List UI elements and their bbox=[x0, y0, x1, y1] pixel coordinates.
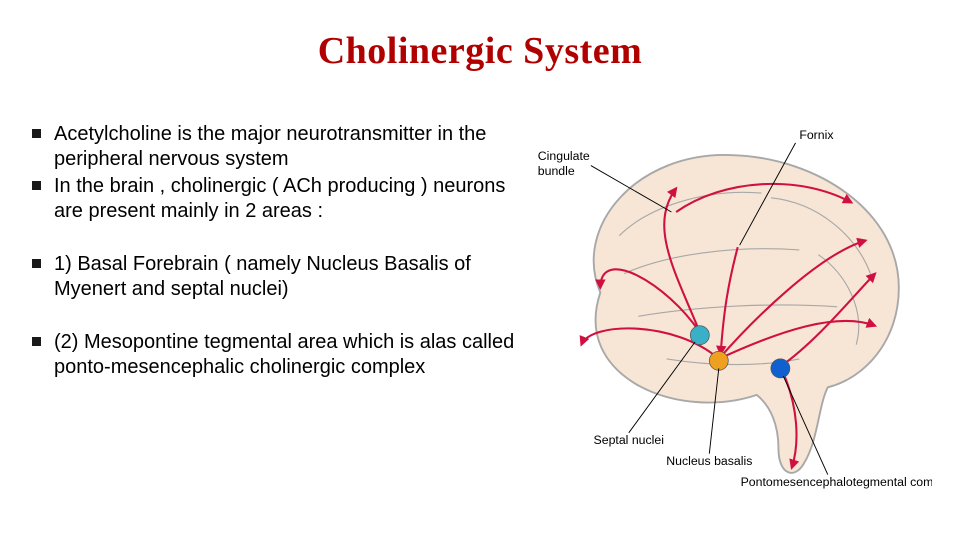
figure-label: Nucleus basalis bbox=[666, 454, 752, 468]
body-row: Acetylcholine is the major neurotransmit… bbox=[28, 122, 932, 506]
figure-label: Pontomesencephalotegmental complex bbox=[741, 475, 932, 489]
bullet-text: (2) Mesopontine tegmental area which is … bbox=[54, 331, 514, 378]
brain-diagram: Fornix Cingulatebundle Septal nucleiNucleu… bbox=[534, 122, 932, 501]
figure-label: Septal nuclei bbox=[594, 433, 664, 447]
figure-column: Fornix Cingulatebundle Septal nucleiNucleu… bbox=[534, 122, 932, 506]
text-column: Acetylcholine is the major neurotransmit… bbox=[28, 122, 528, 506]
brain-outline bbox=[594, 155, 899, 473]
figure-label: Cingulate bbox=[538, 149, 590, 163]
page-title: Cholinergic System bbox=[29, 29, 931, 73]
bullet-list: Acetylcholine is the major neurotransmit… bbox=[28, 122, 528, 380]
bullet-text: In the brain , cholinergic ( ACh produci… bbox=[54, 175, 505, 222]
list-item: 1) Basal Forebrain ( namely Nucleus Basa… bbox=[28, 252, 528, 302]
slide: Cholinergic System Acetylcholine is the … bbox=[0, 0, 960, 540]
title-bar: Cholinergic System bbox=[28, 18, 932, 92]
figure-label: Fornix bbox=[799, 128, 834, 142]
list-item: In the brain , cholinergic ( ACh produci… bbox=[28, 174, 528, 224]
list-item: Acetylcholine is the major neurotransmit… bbox=[28, 122, 528, 172]
bullet-text: 1) Basal Forebrain ( namely Nucleus Basa… bbox=[54, 253, 471, 300]
bullet-text: Acetylcholine is the major neurotransmit… bbox=[54, 123, 486, 170]
nucleus-basalis bbox=[709, 351, 728, 370]
figure-label: bundle bbox=[538, 164, 575, 178]
nucleus-pmt bbox=[771, 359, 790, 378]
nucleus-septal bbox=[690, 326, 709, 345]
list-item: (2) Mesopontine tegmental area which is … bbox=[28, 330, 528, 380]
